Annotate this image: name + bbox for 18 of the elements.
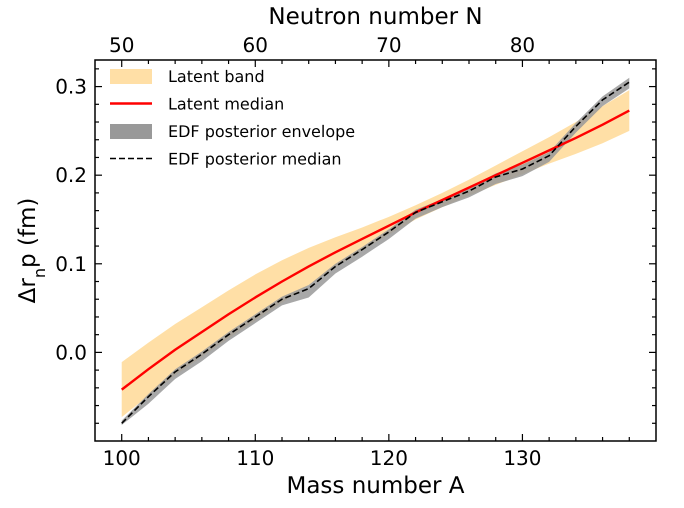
x-tick-label: 130: [503, 446, 542, 470]
x2-tick-label: 50: [108, 33, 134, 57]
x2-tick-label: 60: [242, 33, 268, 57]
legend-label: Latent median: [168, 94, 284, 114]
x2-tick-label: 70: [376, 33, 402, 57]
y-tick-label: 0.3: [55, 74, 87, 99]
x-tick-label: 100: [102, 446, 141, 470]
x2-tick-label: 80: [510, 33, 536, 57]
y-tick-label: 0.2: [55, 163, 87, 188]
y-tick-label: 0.1: [55, 252, 87, 276]
x-axis-title: Mass number A: [286, 473, 465, 499]
legend-label: EDF posterior median: [168, 150, 342, 168]
annotation: Latent band: [168, 67, 265, 86]
x-tick-label: 110: [236, 446, 274, 470]
x-tick-label: 120: [370, 446, 408, 470]
y-tick-label: 0.0: [55, 340, 87, 364]
x2-axis-title: Neutron number N: [268, 4, 483, 30]
annotation: EDF posterior envelope: [168, 122, 356, 141]
